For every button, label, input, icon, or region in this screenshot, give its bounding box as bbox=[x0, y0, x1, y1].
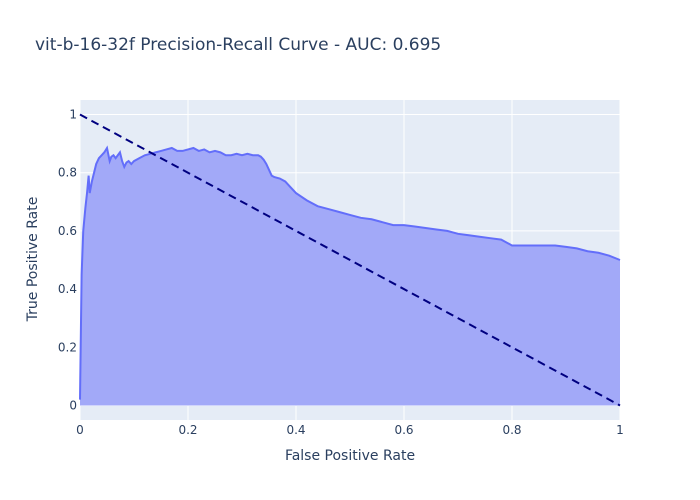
y-tick-label: 0.4 bbox=[58, 282, 77, 296]
pr-curve-line bbox=[79, 145, 621, 400]
y-axis-ticks: 0 0.2 0.4 0.6 0.8 1 bbox=[58, 108, 77, 413]
y-tick-label: 0 bbox=[69, 398, 77, 412]
x-axis-title: False Positive Rate bbox=[285, 448, 415, 464]
x-tick-label: 1 bbox=[616, 423, 624, 437]
x-axis-ticks: 0 0.2 0.4 0.6 0.8 1 bbox=[76, 423, 624, 437]
diagonal-reference-line bbox=[79, 113, 621, 407]
x-tick-label: 0.4 bbox=[286, 423, 305, 437]
plot-area bbox=[79, 100, 621, 420]
x-tick-label: 0.6 bbox=[394, 423, 413, 437]
chart-title: vit-b-16-32f Precision-Recall Curve - AU… bbox=[35, 35, 441, 55]
x-tick-label: 0 bbox=[76, 423, 84, 437]
x-tick-label: 0.2 bbox=[178, 423, 197, 437]
pr-curve-area bbox=[80, 148, 620, 406]
series-layer bbox=[79, 113, 621, 407]
y-tick-label: 1 bbox=[69, 108, 77, 122]
y-tick-label: 0.6 bbox=[58, 224, 77, 238]
y-tick-label: 0.2 bbox=[58, 340, 77, 354]
y-tick-label: 0.8 bbox=[58, 166, 77, 180]
x-tick-label: 0.8 bbox=[502, 423, 521, 437]
y-axis-title: True Positive Rate bbox=[25, 197, 41, 323]
